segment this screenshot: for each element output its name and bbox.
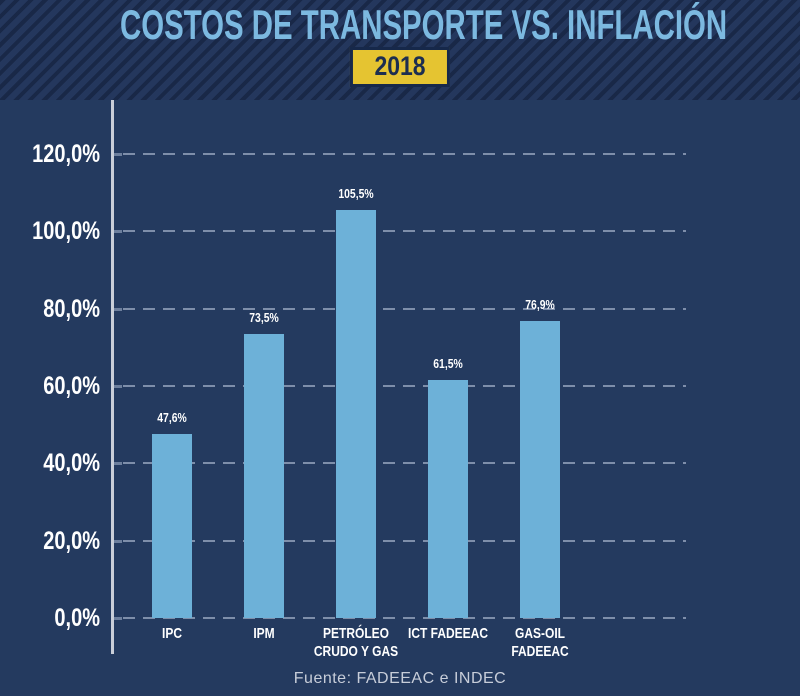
x-axis-label: GAS-OIL FADEEAC xyxy=(511,625,569,660)
bar xyxy=(520,321,560,618)
x-axis-label: PETRÓLEO CRUDO Y GAS xyxy=(313,625,399,660)
bar-value-label: 105,5% xyxy=(338,186,374,201)
y-axis-tick xyxy=(114,152,122,156)
page-title: COSTOS DE TRANSPORTE VS. INFLACIÓN xyxy=(120,1,728,48)
gridline xyxy=(123,230,686,233)
bar xyxy=(428,380,468,618)
y-axis-label: 60,0% xyxy=(43,371,100,400)
year-badge: 2018 xyxy=(349,47,451,87)
gridline xyxy=(123,539,686,542)
header-band: COSTOS DE TRANSPORTE VS. INFLACIÓN 2018 xyxy=(0,0,800,100)
source-text: Fuente: FADEEAC e INDEC xyxy=(293,670,507,687)
gridline xyxy=(123,462,686,465)
y-axis-label: 0,0% xyxy=(54,604,100,632)
bar-value-label: 73,5% xyxy=(249,310,279,325)
bar-value-label: 61,5% xyxy=(433,356,463,371)
y-axis-label: 120,0% xyxy=(32,139,100,168)
y-axis-tick xyxy=(114,384,122,388)
bar xyxy=(336,210,376,618)
year-badge-label: 2018 xyxy=(374,51,426,81)
y-axis-label: 40,0% xyxy=(43,449,100,478)
bar-value-label: 76,9% xyxy=(525,297,555,312)
gridline xyxy=(123,307,686,310)
gridline xyxy=(123,152,686,155)
bar-chart-plot: 0,0% 20,0% 40,0% 60,0% 80,0% 100,0% 120,0% 47,6… xyxy=(0,100,800,696)
y-axis-line xyxy=(111,100,114,654)
x-axis-label: ICT FADEEAC xyxy=(407,625,488,642)
y-axis-tick xyxy=(114,307,122,311)
y-axis-tick xyxy=(114,230,122,234)
y-axis-tick xyxy=(114,462,122,466)
bar xyxy=(152,434,192,618)
y-axis-label: 20,0% xyxy=(43,526,100,555)
bar xyxy=(244,334,284,618)
y-axis-tick xyxy=(114,539,122,543)
y-axis-label: 80,0% xyxy=(43,294,100,323)
x-axis-label: IPM xyxy=(253,625,275,642)
gridline xyxy=(123,384,686,387)
gridline xyxy=(123,617,686,619)
y-axis-tick xyxy=(114,617,122,620)
bar-value-label: 47,6% xyxy=(157,410,187,425)
x-axis-label: IPC xyxy=(161,625,182,642)
y-axis-label: 100,0% xyxy=(32,217,100,246)
